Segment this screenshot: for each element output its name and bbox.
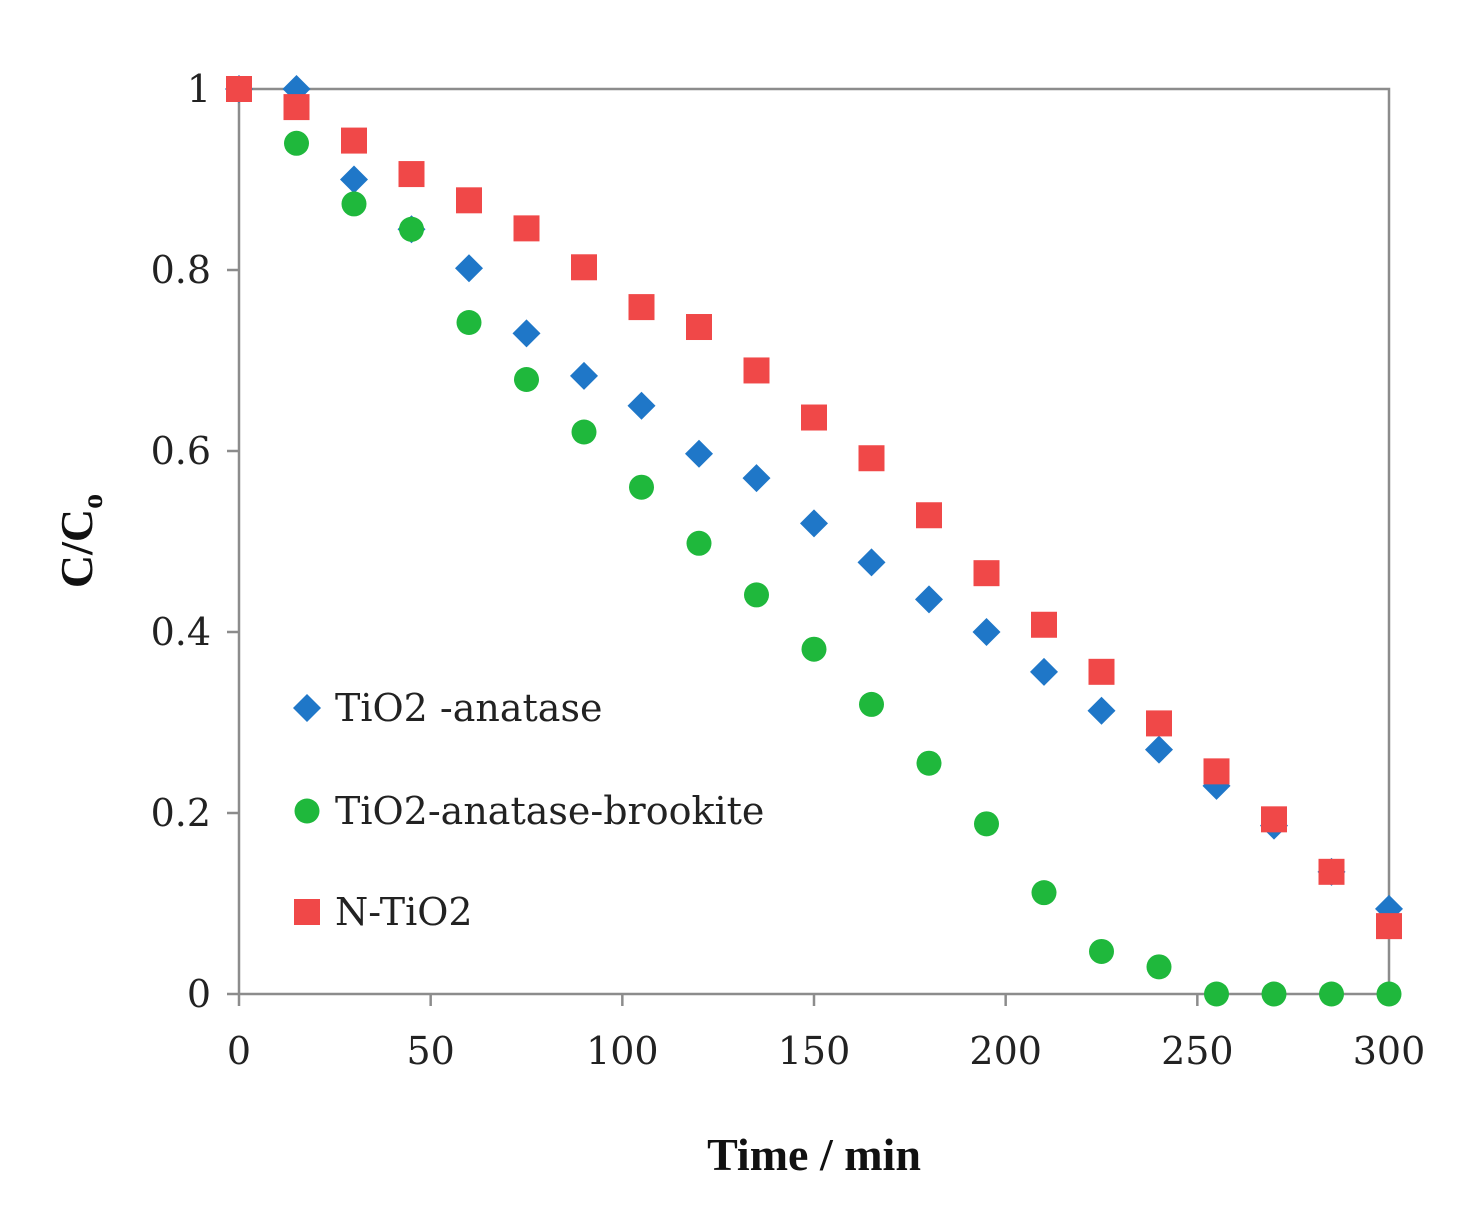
data-point <box>456 309 482 335</box>
legend-label: N-TiO2 <box>335 890 473 934</box>
y-tick-label: 0.4 <box>151 610 211 654</box>
x-axis-ticks: 0 50 100 150 200 250 300 <box>227 994 1425 1073</box>
data-point <box>915 585 943 614</box>
data-point <box>916 502 942 529</box>
y-axis-ticks: 0 0.2 0.4 0.6 0.8 1 <box>151 67 239 1016</box>
y-tick-label: 0.8 <box>151 248 211 292</box>
data-point <box>1319 981 1344 1007</box>
data-point <box>340 165 368 194</box>
x-tick-label: 150 <box>778 1029 851 1073</box>
data-point <box>858 445 885 472</box>
data-point <box>800 509 828 538</box>
data-point <box>283 94 310 121</box>
data-point <box>513 215 540 242</box>
y-tick-label: 0.6 <box>151 429 211 473</box>
data-point <box>455 254 483 283</box>
data-point <box>974 811 999 837</box>
x-tick-label: 250 <box>1161 1029 1234 1073</box>
data-point <box>399 216 424 242</box>
data-point <box>685 439 713 468</box>
data-series <box>225 75 1403 1007</box>
data-point <box>686 530 712 556</box>
data-point <box>1204 981 1229 1007</box>
data-point <box>686 314 712 341</box>
data-point <box>284 130 309 156</box>
legend-marker-square <box>294 899 320 925</box>
x-tick-label: 50 <box>406 1029 454 1073</box>
data-point <box>629 474 654 500</box>
data-point <box>514 367 539 393</box>
data-point <box>341 127 367 154</box>
y-axis-title-main: C/C <box>51 509 102 588</box>
legend-marker-circle <box>294 798 320 824</box>
data-point <box>1203 758 1230 785</box>
legend-label: TiO2-anatase-brookite <box>335 789 764 833</box>
data-point <box>801 404 827 431</box>
data-point <box>916 750 942 776</box>
data-point <box>570 361 598 390</box>
data-point <box>1031 880 1057 906</box>
x-tick-label: 300 <box>1353 1029 1426 1073</box>
data-point <box>341 191 367 217</box>
data-point <box>857 548 886 577</box>
data-point <box>1031 611 1057 638</box>
data-point <box>1088 658 1115 685</box>
series-circle <box>226 76 1402 1007</box>
data-point <box>1089 938 1114 964</box>
legend-label: TiO2 -anatase <box>335 686 602 730</box>
x-tick-label: 100 <box>586 1029 659 1073</box>
data-point <box>571 419 597 445</box>
data-point <box>1376 981 1402 1007</box>
data-point <box>744 582 769 608</box>
data-point <box>742 464 771 493</box>
data-point <box>1261 806 1287 833</box>
data-point <box>1030 657 1058 686</box>
data-point <box>1087 696 1116 725</box>
x-tick-label: 200 <box>969 1029 1042 1073</box>
data-point <box>628 294 655 321</box>
data-point <box>973 560 1000 587</box>
data-point <box>801 636 827 662</box>
data-point <box>859 691 884 717</box>
data-point <box>1146 710 1172 737</box>
data-point <box>226 76 252 102</box>
data-point <box>1146 954 1172 980</box>
y-axis-title-subscript: o <box>76 494 109 509</box>
y-axis-title: C/Co <box>51 494 109 588</box>
legend: TiO2 -anatase TiO2-anatase-brookite N-TiO2 <box>293 686 764 934</box>
y-tick-label: 0.2 <box>151 791 211 835</box>
x-axis-title: Time / min <box>707 1129 921 1180</box>
data-point <box>1145 735 1173 764</box>
data-point <box>512 319 541 348</box>
data-point <box>743 357 770 384</box>
data-point <box>398 161 425 188</box>
y-tick-label: 0 <box>187 972 211 1016</box>
y-tick-label: 1 <box>187 67 211 111</box>
x-tick-label: 0 <box>227 1029 251 1073</box>
data-point <box>1318 858 1345 885</box>
legend-marker-diamond <box>293 694 321 722</box>
data-point <box>972 618 1001 646</box>
series-square <box>226 76 1402 940</box>
data-point <box>627 391 656 420</box>
data-point <box>1261 981 1287 1007</box>
data-point <box>456 187 482 214</box>
svg-text:C/Co: C/Co <box>51 494 109 588</box>
data-point <box>571 254 597 281</box>
data-point <box>1376 913 1402 940</box>
